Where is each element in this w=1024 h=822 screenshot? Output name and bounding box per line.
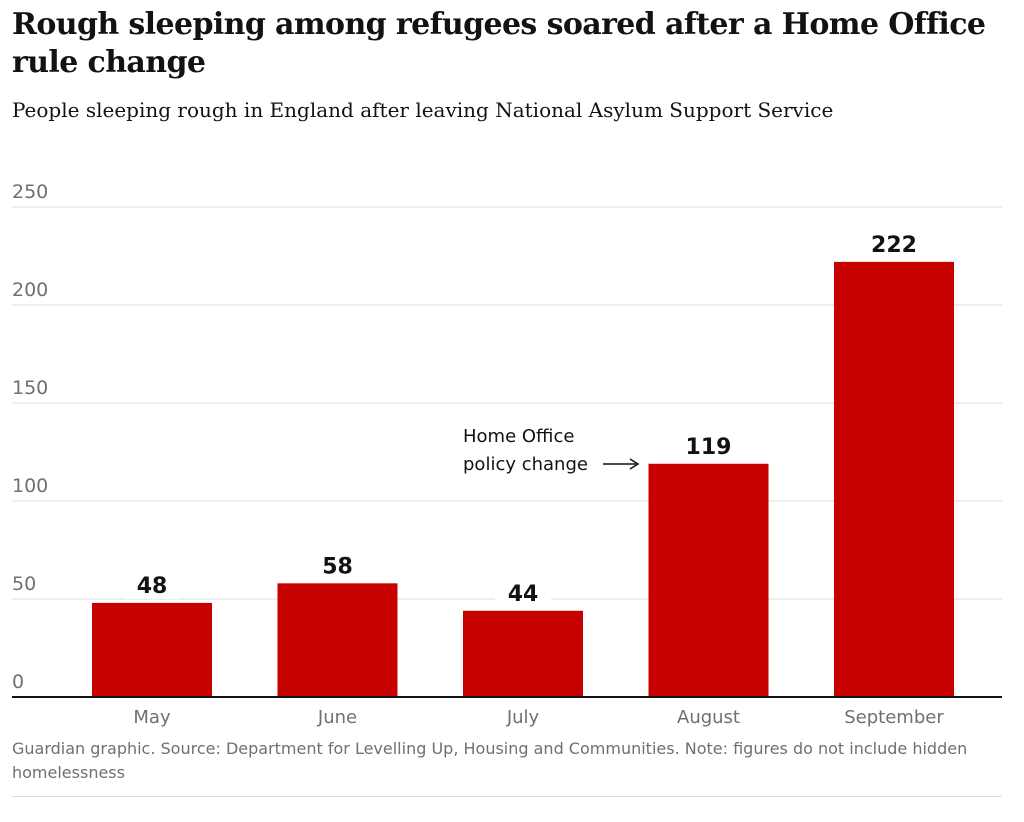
y-tick-label-150: 150 [12, 377, 48, 399]
footer-divider [12, 796, 1002, 797]
data-label-bg-august [680, 433, 737, 460]
data-label-august: 119 [686, 435, 732, 460]
policy-annotation: Home Office policy change [463, 426, 640, 475]
x-tick-label-august: August [677, 707, 740, 728]
y-tick-label-50: 50 [12, 573, 36, 595]
chart-subtitle: People sleeping rough in England after l… [12, 98, 834, 122]
data-label-september: 222 [871, 233, 917, 258]
y-tick-label-100: 100 [12, 475, 48, 497]
annotation-line-2: policy change [463, 454, 588, 475]
chart-title: Rough sleeping among refugees soared aft… [12, 7, 986, 80]
y-tick-label-0: 0 [12, 671, 24, 693]
bar-august [648, 463, 769, 697]
y-tick-label-200: 200 [12, 279, 48, 301]
data-label-bg-september [866, 231, 922, 258]
bars [92, 261, 954, 697]
data-label-june: 58 [322, 554, 353, 579]
source-note: Guardian graphic. Source: Department for… [12, 739, 968, 782]
y-tick-label-250: 250 [12, 181, 48, 203]
x-tick-label-september: September [844, 707, 944, 728]
bar-june [277, 583, 398, 697]
annotation-line-1: Home Office [463, 426, 574, 447]
data-label-may: 48 [137, 574, 168, 599]
bar-september [834, 261, 954, 697]
x-tick-label-july: July [506, 707, 540, 728]
x-axis-labels: May June July August September [133, 707, 944, 728]
data-labels: 48 58 44 119 222 [124, 231, 922, 607]
bar-july [463, 610, 583, 697]
data-label-bg-july [495, 580, 551, 607]
data-label-bg-may [124, 572, 180, 599]
data-label-bg-june [309, 553, 366, 580]
x-tick-label-may: May [133, 707, 171, 728]
data-label-july: 44 [508, 582, 539, 607]
x-tick-label-june: June [317, 707, 357, 728]
annotation-arrow-icon [629, 458, 640, 470]
bar-may [92, 602, 212, 697]
